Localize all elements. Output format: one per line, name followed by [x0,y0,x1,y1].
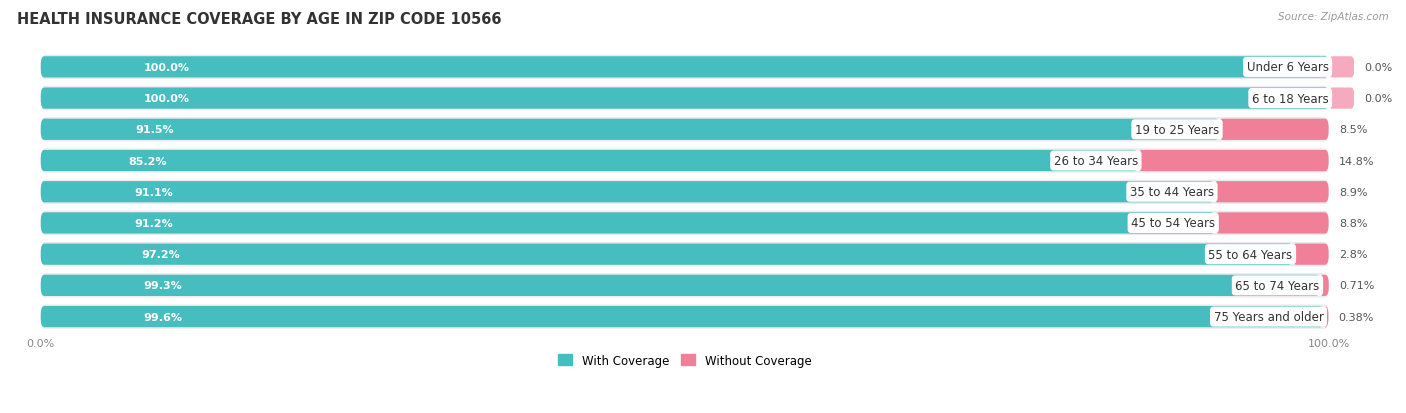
FancyBboxPatch shape [1215,213,1329,234]
FancyBboxPatch shape [41,244,1292,265]
Text: 19 to 25 Years: 19 to 25 Years [1135,123,1219,136]
FancyBboxPatch shape [41,306,1323,328]
Text: 91.1%: 91.1% [135,187,173,197]
FancyBboxPatch shape [41,305,1329,329]
Text: 91.5%: 91.5% [135,125,174,135]
Text: Source: ZipAtlas.com: Source: ZipAtlas.com [1278,12,1389,22]
FancyBboxPatch shape [41,275,1320,296]
Text: 85.2%: 85.2% [128,156,167,166]
Legend: With Coverage, Without Coverage: With Coverage, Without Coverage [554,349,815,371]
Text: 65 to 74 Years: 65 to 74 Years [1236,279,1320,292]
FancyBboxPatch shape [1323,306,1329,328]
Text: 26 to 34 Years: 26 to 34 Years [1053,154,1137,168]
FancyBboxPatch shape [1219,119,1329,140]
FancyBboxPatch shape [1213,182,1329,203]
Text: 99.3%: 99.3% [143,281,181,291]
Text: 0.0%: 0.0% [1365,63,1393,73]
FancyBboxPatch shape [1320,275,1329,296]
Text: 97.2%: 97.2% [141,249,180,259]
FancyBboxPatch shape [1292,244,1329,265]
FancyBboxPatch shape [41,119,1219,140]
Text: 6 to 18 Years: 6 to 18 Years [1251,93,1329,105]
Text: 2.8%: 2.8% [1339,249,1368,259]
Text: 8.5%: 8.5% [1339,125,1367,135]
FancyBboxPatch shape [41,150,1137,172]
Text: 0.38%: 0.38% [1339,312,1374,322]
Text: 45 to 54 Years: 45 to 54 Years [1132,217,1215,230]
FancyBboxPatch shape [41,180,1329,204]
Text: HEALTH INSURANCE COVERAGE BY AGE IN ZIP CODE 10566: HEALTH INSURANCE COVERAGE BY AGE IN ZIP … [17,12,502,27]
FancyBboxPatch shape [1137,150,1329,172]
FancyBboxPatch shape [41,57,1329,78]
Text: 100.0%: 100.0% [143,63,190,73]
Text: 99.6%: 99.6% [143,312,183,322]
Text: Under 6 Years: Under 6 Years [1247,61,1329,74]
Text: 0.0%: 0.0% [1365,94,1393,104]
FancyBboxPatch shape [41,242,1329,267]
Text: 55 to 64 Years: 55 to 64 Years [1208,248,1292,261]
FancyBboxPatch shape [41,149,1329,173]
Text: 0.71%: 0.71% [1339,281,1375,291]
Text: 14.8%: 14.8% [1339,156,1375,166]
Text: 8.9%: 8.9% [1339,187,1368,197]
FancyBboxPatch shape [41,118,1329,142]
Text: 35 to 44 Years: 35 to 44 Years [1130,186,1213,199]
FancyBboxPatch shape [41,88,1329,109]
FancyBboxPatch shape [41,182,1213,203]
FancyBboxPatch shape [41,87,1329,111]
FancyBboxPatch shape [1329,57,1354,78]
FancyBboxPatch shape [1329,88,1354,109]
FancyBboxPatch shape [41,273,1329,298]
Text: 100.0%: 100.0% [143,94,190,104]
FancyBboxPatch shape [41,211,1329,235]
FancyBboxPatch shape [41,56,1329,80]
Text: 8.8%: 8.8% [1339,218,1368,228]
FancyBboxPatch shape [41,213,1215,234]
Text: 91.2%: 91.2% [135,218,173,228]
Text: 75 Years and older: 75 Years and older [1213,310,1323,323]
